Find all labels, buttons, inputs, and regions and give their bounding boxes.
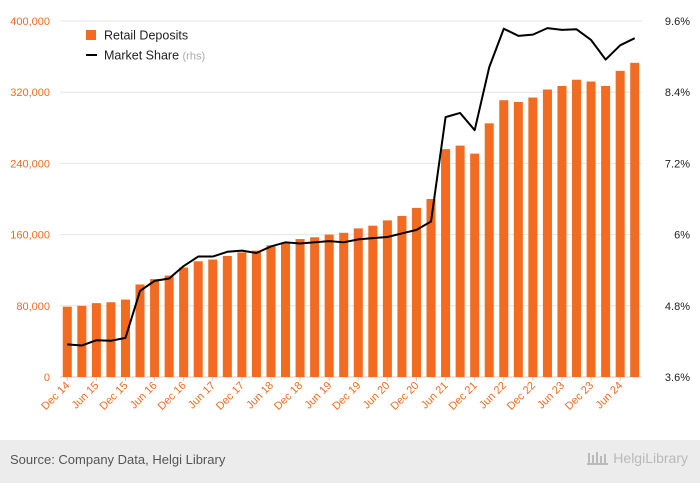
- x-tick-label: Dec 15: [97, 380, 130, 413]
- y-axis-right: 3.6% 4.8% 6% 7.2% 8.4% 9.6%: [665, 16, 690, 384]
- bar: [382, 220, 392, 377]
- legend-swatch-bar: [86, 30, 96, 40]
- market-share-line: [67, 27, 636, 347]
- legend-label-market-share: Market Share (rhs): [104, 49, 205, 63]
- x-tick-label: Dec 23: [563, 380, 596, 413]
- bar: [295, 239, 305, 377]
- bar: [557, 85, 567, 377]
- x-tick-label: Jun 21: [419, 380, 451, 412]
- x-tick-label: Dec 16: [156, 380, 189, 413]
- x-tick-label: Dec 17: [214, 380, 247, 413]
- source-text: Source: Company Data, Helgi Library: [10, 452, 226, 467]
- bar-series: [62, 62, 640, 378]
- legend-label-retail-deposits: Retail Deposits: [104, 29, 188, 43]
- legend: Retail Deposits Market Share (rhs): [86, 29, 205, 63]
- bar: [397, 215, 407, 377]
- bar: [179, 267, 189, 377]
- bar: [528, 97, 538, 377]
- bar: [441, 149, 451, 377]
- footer: Source: Company Data, Helgi Library Helg…: [0, 440, 700, 483]
- bar: [470, 153, 480, 377]
- x-tick-label: Jun 24: [593, 380, 625, 412]
- y-right-tick-label: 7.2%: [665, 158, 690, 170]
- bar: [426, 199, 436, 377]
- library-columns-icon: [587, 452, 609, 465]
- x-tick-label: Jun 16: [128, 380, 160, 412]
- bar: [368, 225, 378, 377]
- bar: [572, 79, 582, 378]
- bar: [222, 255, 232, 377]
- gridlines: [60, 20, 642, 378]
- x-tick-label: Jun 22: [477, 380, 509, 412]
- legend-series-suffix: (rhs): [183, 51, 206, 63]
- y-left-tick-label: 240,000: [10, 158, 50, 170]
- bar: [281, 242, 291, 377]
- x-tick-label: Jun 19: [302, 380, 334, 412]
- bar: [339, 232, 349, 377]
- y-left-tick-label: 400,000: [10, 16, 50, 28]
- bar: [615, 70, 625, 377]
- bar: [135, 284, 145, 377]
- bar: [324, 234, 334, 377]
- x-tick-label: Dec 18: [272, 380, 305, 413]
- y-left-tick-label: 320,000: [10, 87, 50, 99]
- bar: [411, 207, 421, 377]
- y-left-tick-label: 0: [44, 372, 50, 384]
- bar: [237, 252, 247, 377]
- y-left-tick-label: 80,000: [16, 301, 50, 313]
- x-tick-label: Dec 14: [39, 380, 72, 413]
- bar: [353, 228, 363, 377]
- bar: [208, 259, 218, 377]
- bar: [499, 100, 509, 378]
- x-tick-label: Dec 22: [505, 380, 538, 413]
- bar: [62, 306, 72, 377]
- y-right-tick-label: 6%: [674, 230, 690, 242]
- bar: [601, 85, 611, 377]
- x-tick-label: Jun 18: [244, 380, 276, 412]
- y-right-tick-label: 3.6%: [665, 372, 690, 384]
- y-left-tick-label: 160,000: [10, 230, 50, 242]
- bar: [542, 89, 552, 377]
- line-series: [67, 27, 636, 347]
- bar: [310, 237, 320, 377]
- bar: [251, 250, 261, 377]
- bar: [193, 261, 203, 377]
- x-tick-label: Dec 19: [330, 380, 363, 413]
- bar: [513, 101, 523, 378]
- bar: [77, 305, 87, 377]
- y-right-tick-label: 4.8%: [665, 301, 690, 313]
- x-tick-label: Jun 20: [361, 380, 393, 412]
- y-right-tick-label: 8.4%: [665, 87, 690, 99]
- bar: [455, 145, 465, 377]
- bar: [266, 245, 276, 377]
- chart: 0 80,000 160,000 240,000 320,000 400,000 3.6%…: [10, 16, 690, 413]
- logo-text: HelgiLibrary: [613, 450, 688, 466]
- brand-logo: HelgiLibrary: [587, 450, 688, 466]
- bar: [150, 279, 160, 377]
- x-tick-label: Dec 20: [388, 380, 421, 413]
- legend-series-name: Market Share: [104, 49, 179, 63]
- y-axis-left: 0 80,000 160,000 240,000 320,000 400,000: [10, 16, 50, 384]
- bar: [586, 81, 596, 378]
- bar: [106, 302, 116, 377]
- x-tick-label: Jun 23: [535, 380, 567, 412]
- x-tick-label: Dec 21: [447, 380, 480, 413]
- bar: [630, 62, 640, 377]
- y-right-tick-label: 9.6%: [665, 16, 690, 28]
- x-tick-label: Jun 15: [70, 380, 102, 412]
- bar: [484, 123, 494, 377]
- bar: [164, 275, 174, 377]
- x-tick-label: Jun 17: [186, 380, 218, 412]
